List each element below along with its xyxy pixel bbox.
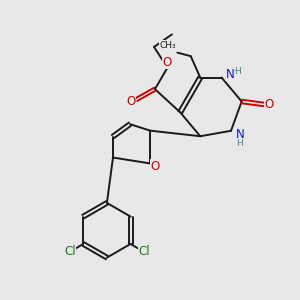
Text: H: H: [234, 67, 240, 76]
Text: H: H: [236, 139, 243, 148]
Text: Cl: Cl: [64, 245, 76, 258]
Text: CH₃: CH₃: [159, 40, 176, 50]
Text: O: O: [265, 98, 274, 111]
Text: O: O: [151, 160, 160, 173]
Text: N: N: [236, 128, 244, 141]
Text: Cl: Cl: [138, 245, 150, 258]
Text: O: O: [127, 94, 136, 107]
Text: O: O: [163, 56, 172, 69]
Text: N: N: [226, 68, 234, 80]
